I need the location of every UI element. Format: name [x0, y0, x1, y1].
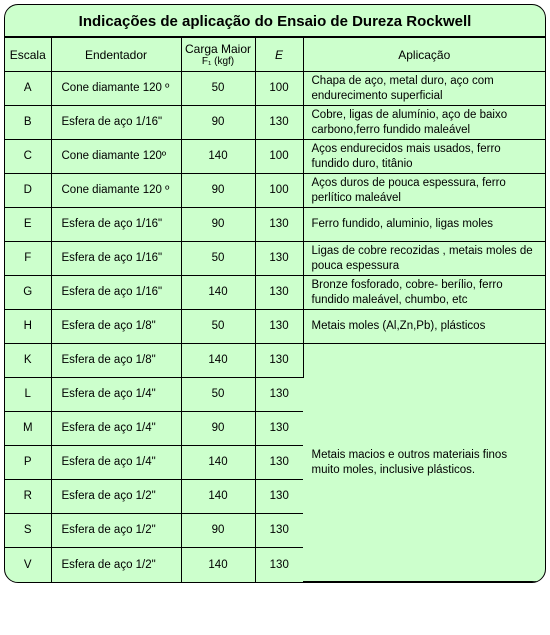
cell-endentador: Esfera de aço 1/2" [51, 480, 181, 514]
cell-endentador: Esfera de aço 1/8" [51, 310, 181, 344]
cell-endentador: Esfera de aço 1/4" [51, 412, 181, 446]
table-row: EEsfera de aço 1/16"90130Ferro fundido, … [5, 208, 545, 242]
cell-carga: 90 [181, 412, 255, 446]
cell-escala: V [5, 548, 51, 582]
table-row: FEsfera de aço 1/16"50130Ligas de cobre … [5, 242, 545, 276]
cell-endentador: Esfera de aço 1/16" [51, 276, 181, 310]
cell-carga: 90 [181, 174, 255, 208]
cell-escala: B [5, 106, 51, 140]
cell-endentador: Esfera de aço 1/16" [51, 208, 181, 242]
cell-escala: E [5, 208, 51, 242]
cell-e: 130 [255, 514, 303, 548]
cell-carga: 140 [181, 480, 255, 514]
cell-endentador: Esfera de aço 1/16" [51, 106, 181, 140]
cell-aplicacao: Aços duros de pouca espessura, ferro per… [303, 174, 545, 208]
col-endentador: Endentador [51, 38, 181, 72]
cell-escala: K [5, 344, 51, 378]
cell-escala: A [5, 72, 51, 106]
table-row: KEsfera de aço 1/8"140130Metais macios e… [5, 344, 545, 378]
header-row: Escala Endentador Carga Maior F₁ (kgf) E… [5, 38, 545, 72]
cell-endentador: Esfera de aço 1/4" [51, 378, 181, 412]
cell-escala: H [5, 310, 51, 344]
cell-escala: S [5, 514, 51, 548]
cell-endentador: Esfera de aço 1/2" [51, 514, 181, 548]
cell-endentador: Cone diamante 120 º [51, 174, 181, 208]
cell-escala: F [5, 242, 51, 276]
table-row: HEsfera de aço 1/8"50130Metais moles (Al… [5, 310, 545, 344]
cell-aplicacao: Metais moles (Al,Zn,Pb), plásticos [303, 310, 545, 344]
cell-aplicacao: Ligas de cobre recozidas , metais moles … [303, 242, 545, 276]
cell-escala: P [5, 446, 51, 480]
cell-endentador: Esfera de aço 1/4" [51, 446, 181, 480]
cell-carga: 140 [181, 344, 255, 378]
table-row: ACone diamante 120 º50100Chapa de aço, m… [5, 72, 545, 106]
table-row: GEsfera de aço 1/16"140130Bronze fosfora… [5, 276, 545, 310]
cell-e: 130 [255, 310, 303, 344]
cell-escala: G [5, 276, 51, 310]
col-carga-l1: Carga Maior [185, 42, 251, 56]
col-e: E [255, 38, 303, 72]
cell-carga: 140 [181, 446, 255, 480]
table-row: CCone diamante 120º140100Aços endurecido… [5, 140, 545, 174]
rockwell-table: Escala Endentador Carga Maior F₁ (kgf) E… [5, 38, 545, 582]
cell-endentador: Esfera de aço 1/16" [51, 242, 181, 276]
cell-escala: R [5, 480, 51, 514]
cell-carga: 90 [181, 208, 255, 242]
cell-carga: 50 [181, 310, 255, 344]
cell-e: 130 [255, 446, 303, 480]
cell-escala: C [5, 140, 51, 174]
cell-e: 100 [255, 72, 303, 106]
table-row: BEsfera de aço 1/16"90130Cobre, ligas de… [5, 106, 545, 140]
cell-carga: 140 [181, 548, 255, 582]
cell-e: 130 [255, 412, 303, 446]
cell-aplicacao: Ferro fundido, aluminio, ligas moles [303, 208, 545, 242]
cell-escala: M [5, 412, 51, 446]
cell-carga: 140 [181, 140, 255, 174]
col-carga: Carga Maior F₁ (kgf) [181, 38, 255, 72]
cell-endentador: Esfera de aço 1/8" [51, 344, 181, 378]
cell-e: 130 [255, 208, 303, 242]
cell-aplicacao: Cobre, ligas de alumínio, aço de baixo c… [303, 106, 545, 140]
cell-e: 130 [255, 106, 303, 140]
cell-carga: 90 [181, 514, 255, 548]
col-aplicacao: Aplicação [303, 38, 545, 72]
cell-e: 100 [255, 174, 303, 208]
cell-e: 130 [255, 242, 303, 276]
cell-carga: 90 [181, 106, 255, 140]
cell-carga: 140 [181, 276, 255, 310]
col-carga-l2: F₁ (kgf) [184, 56, 253, 67]
cell-e: 130 [255, 548, 303, 582]
cell-e: 100 [255, 140, 303, 174]
cell-endentador: Cone diamante 120º [51, 140, 181, 174]
table-row: DCone diamante 120 º90100Aços duros de p… [5, 174, 545, 208]
cell-escala: L [5, 378, 51, 412]
cell-carga: 50 [181, 242, 255, 276]
cell-aplicacao: Bronze fosforado, cobre- berílio, ferro … [303, 276, 545, 310]
cell-endentador: Cone diamante 120 º [51, 72, 181, 106]
col-escala: Escala [5, 38, 51, 72]
rockwell-table-card: Indicações de aplicação do Ensaio de Dur… [4, 4, 546, 583]
cell-carga: 50 [181, 378, 255, 412]
cell-carga: 50 [181, 72, 255, 106]
page-title: Indicações de aplicação do Ensaio de Dur… [5, 5, 545, 38]
cell-endentador: Esfera de aço 1/2" [51, 548, 181, 582]
cell-escala: D [5, 174, 51, 208]
cell-e: 130 [255, 344, 303, 378]
table-body: ACone diamante 120 º50100Chapa de aço, m… [5, 72, 545, 582]
cell-e: 130 [255, 276, 303, 310]
cell-aplicacao: Chapa de aço, metal duro, aço com endure… [303, 72, 545, 106]
cell-e: 130 [255, 480, 303, 514]
cell-e: 130 [255, 378, 303, 412]
cell-aplicacao-merged: Metais macios e outros materiais finos m… [303, 344, 545, 582]
cell-aplicacao: Aços endurecidos mais usados, ferro fund… [303, 140, 545, 174]
